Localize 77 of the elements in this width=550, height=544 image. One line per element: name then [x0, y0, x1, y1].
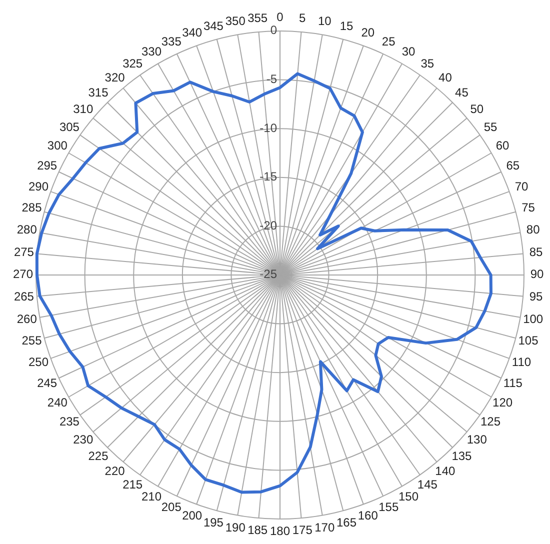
spoke-label: 15 [340, 18, 354, 33]
spoke-label: 310 [73, 102, 94, 116]
spoke-label: 275 [14, 244, 34, 259]
spoke-label: 175 [292, 523, 313, 538]
spoke-label: 145 [417, 478, 438, 492]
spoke-label: 180 [270, 524, 290, 538]
spoke-label: 140 [435, 464, 456, 478]
spoke-label: 315 [88, 85, 109, 100]
spoke-label: 20 [361, 26, 375, 40]
spoke-label: 75 [522, 200, 536, 215]
spoke-label: 30 [402, 44, 416, 59]
spoke-label: 300 [47, 138, 68, 153]
spoke-label: 355 [248, 11, 268, 26]
spoke-label: 65 [506, 158, 520, 173]
spoke-label: 195 [203, 515, 224, 530]
spoke-label: 330 [141, 44, 162, 59]
spoke-label: 280 [16, 222, 38, 237]
spoke-label: 60 [496, 138, 510, 153]
spoke-label: 170 [314, 520, 335, 534]
spoke-label: 325 [122, 56, 143, 71]
spoke-label: 245 [37, 376, 58, 390]
spoke-label: 205 [161, 500, 182, 514]
spoke-label: 185 [248, 523, 268, 538]
spoke-label: 135 [452, 448, 472, 463]
spoke-label: 10 [318, 14, 332, 28]
spoke-label: 165 [336, 515, 357, 530]
spoke-label: 335 [161, 34, 182, 48]
spoke-label: 200 [182, 508, 202, 523]
spoke-label: 250 [28, 355, 49, 370]
spoke-label: 95 [529, 290, 544, 304]
y-tick-label: -20 [260, 218, 278, 232]
spoke-label: 295 [37, 158, 58, 173]
y-tick-label: -15 [260, 170, 278, 184]
spoke-label: 150 [398, 490, 419, 504]
spoke-label: 90 [530, 267, 544, 282]
y-tick-label: -10 [260, 120, 278, 135]
spoke-label: 210 [141, 490, 162, 504]
spoke-label: 320 [104, 70, 126, 84]
y-tick-label: 0 [276, 10, 284, 24]
y-tick-label: -5 [266, 72, 278, 86]
spoke-label: 160 [358, 508, 378, 523]
spoke-label: 220 [104, 464, 126, 478]
spoke-label: 345 [203, 18, 224, 33]
spoke-label: 190 [225, 520, 246, 534]
spoke-label: 5 [299, 11, 306, 26]
spoke-label: 55 [484, 120, 498, 134]
spoke-label: 80 [526, 222, 540, 237]
spoke-label: 120 [492, 396, 513, 410]
spoke-label: 110 [512, 355, 532, 370]
spoke-label: 350 [225, 14, 246, 28]
spoke-label: 290 [28, 179, 49, 194]
spoke-label: 215 [122, 478, 143, 492]
spoke-label: 230 [73, 432, 94, 446]
spoke-label: 225 [88, 448, 109, 463]
spoke-label: 340 [182, 26, 202, 40]
spoke-label: 45 [455, 85, 469, 100]
spoke-label: 130 [466, 432, 488, 446]
spoke-label: 305 [59, 120, 80, 134]
spoke-label: 125 [480, 414, 501, 429]
y-tick-label: -25 [260, 267, 278, 282]
spoke-label: 260 [16, 312, 38, 326]
spoke-label: 270 [12, 267, 34, 282]
spoke-label: 265 [14, 290, 34, 304]
spoke-label: 35 [420, 56, 434, 71]
spoke-label: 155 [378, 500, 399, 514]
spoke-label: 105 [518, 334, 539, 348]
spoke-label: 115 [503, 376, 523, 390]
spoke-label: 25 [382, 34, 396, 48]
spoke-label: 285 [22, 200, 42, 215]
spoke-label: 70 [514, 179, 528, 194]
spoke-label: 50 [470, 102, 484, 116]
spoke-label: 40 [438, 70, 452, 84]
spoke-label: 255 [22, 334, 42, 348]
spoke-label: 235 [59, 414, 80, 429]
spoke-label: 240 [47, 396, 68, 410]
spoke-label: 100 [523, 312, 544, 326]
spoke-label: 85 [529, 244, 544, 259]
